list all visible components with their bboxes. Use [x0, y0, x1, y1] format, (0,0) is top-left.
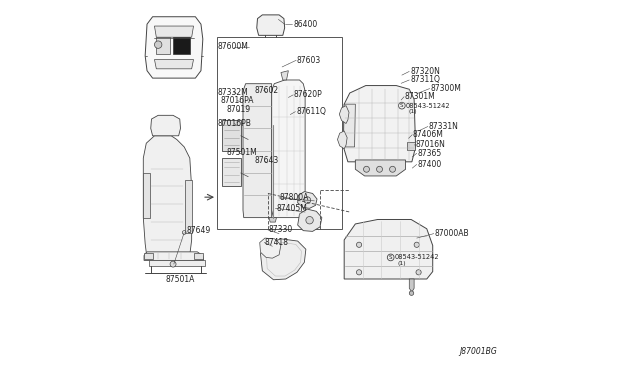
Text: 87603: 87603 [297, 56, 321, 65]
Circle shape [376, 166, 383, 172]
Text: 87019: 87019 [227, 105, 250, 114]
Bar [222, 158, 241, 186]
Polygon shape [143, 136, 191, 259]
Polygon shape [144, 253, 152, 259]
Text: 87301M: 87301M [405, 92, 436, 101]
Circle shape [416, 270, 421, 275]
Text: (1): (1) [408, 109, 417, 114]
Polygon shape [257, 15, 285, 35]
Text: 87320N: 87320N [410, 67, 440, 76]
Polygon shape [260, 239, 306, 280]
Text: 87300M: 87300M [431, 84, 461, 93]
Text: 87418: 87418 [265, 238, 289, 247]
Polygon shape [154, 26, 193, 37]
Circle shape [390, 166, 396, 172]
Polygon shape [355, 160, 406, 176]
Text: 87016N: 87016N [415, 140, 445, 149]
Polygon shape [156, 37, 170, 54]
Text: 08543-51242: 08543-51242 [406, 103, 451, 109]
Polygon shape [151, 115, 180, 136]
Text: 87501A: 87501A [166, 275, 195, 283]
Bar [216, 37, 342, 229]
Text: 87405M: 87405M [276, 204, 307, 213]
Text: 87016PA: 87016PA [220, 96, 254, 105]
Polygon shape [154, 60, 193, 69]
Circle shape [304, 197, 310, 203]
Bar [408, 142, 415, 150]
Circle shape [364, 166, 369, 172]
Text: 87620P: 87620P [294, 90, 323, 99]
Text: 87365: 87365 [417, 149, 442, 158]
Text: 87600M: 87600M [218, 42, 248, 51]
Text: 87330: 87330 [269, 225, 293, 234]
Polygon shape [339, 106, 349, 124]
Text: 87649: 87649 [186, 226, 211, 235]
Polygon shape [281, 71, 289, 80]
Polygon shape [344, 86, 415, 162]
Text: 86400: 86400 [293, 20, 317, 29]
Text: 87611Q: 87611Q [296, 107, 326, 116]
Polygon shape [271, 80, 305, 218]
Text: (1): (1) [397, 261, 406, 266]
Polygon shape [269, 218, 276, 222]
Polygon shape [260, 238, 281, 258]
Text: 87311Q: 87311Q [410, 76, 440, 84]
Circle shape [410, 291, 413, 295]
Circle shape [356, 242, 362, 247]
Polygon shape [298, 209, 322, 231]
Polygon shape [144, 252, 204, 260]
Text: 87000AB: 87000AB [435, 229, 469, 238]
Text: 87331N: 87331N [429, 122, 459, 131]
Text: 08543-51242: 08543-51242 [395, 254, 440, 260]
Text: 87400: 87400 [417, 160, 442, 169]
Polygon shape [143, 173, 150, 218]
Circle shape [414, 242, 419, 247]
Polygon shape [344, 219, 433, 279]
Polygon shape [145, 17, 203, 78]
Polygon shape [193, 253, 203, 259]
Polygon shape [344, 104, 355, 147]
Circle shape [170, 261, 176, 267]
Text: 87800A: 87800A [280, 193, 309, 202]
Polygon shape [410, 279, 414, 292]
Polygon shape [298, 192, 317, 208]
Polygon shape [185, 180, 191, 232]
Text: 87643: 87643 [255, 156, 279, 165]
Text: S: S [389, 255, 392, 260]
Polygon shape [337, 131, 347, 149]
Polygon shape [173, 37, 190, 54]
Circle shape [356, 270, 362, 275]
Bar [222, 120, 241, 151]
Text: J87001BG: J87001BG [459, 347, 497, 356]
Text: 87406M: 87406M [413, 130, 444, 139]
Text: 87016PB: 87016PB [218, 119, 252, 128]
Text: 87602: 87602 [255, 86, 278, 94]
Text: 87332M: 87332M [218, 88, 248, 97]
Polygon shape [149, 260, 205, 266]
Circle shape [154, 41, 162, 48]
Circle shape [306, 217, 314, 224]
Text: 87501M: 87501M [227, 148, 257, 157]
Polygon shape [243, 84, 271, 218]
Text: S: S [400, 103, 404, 108]
